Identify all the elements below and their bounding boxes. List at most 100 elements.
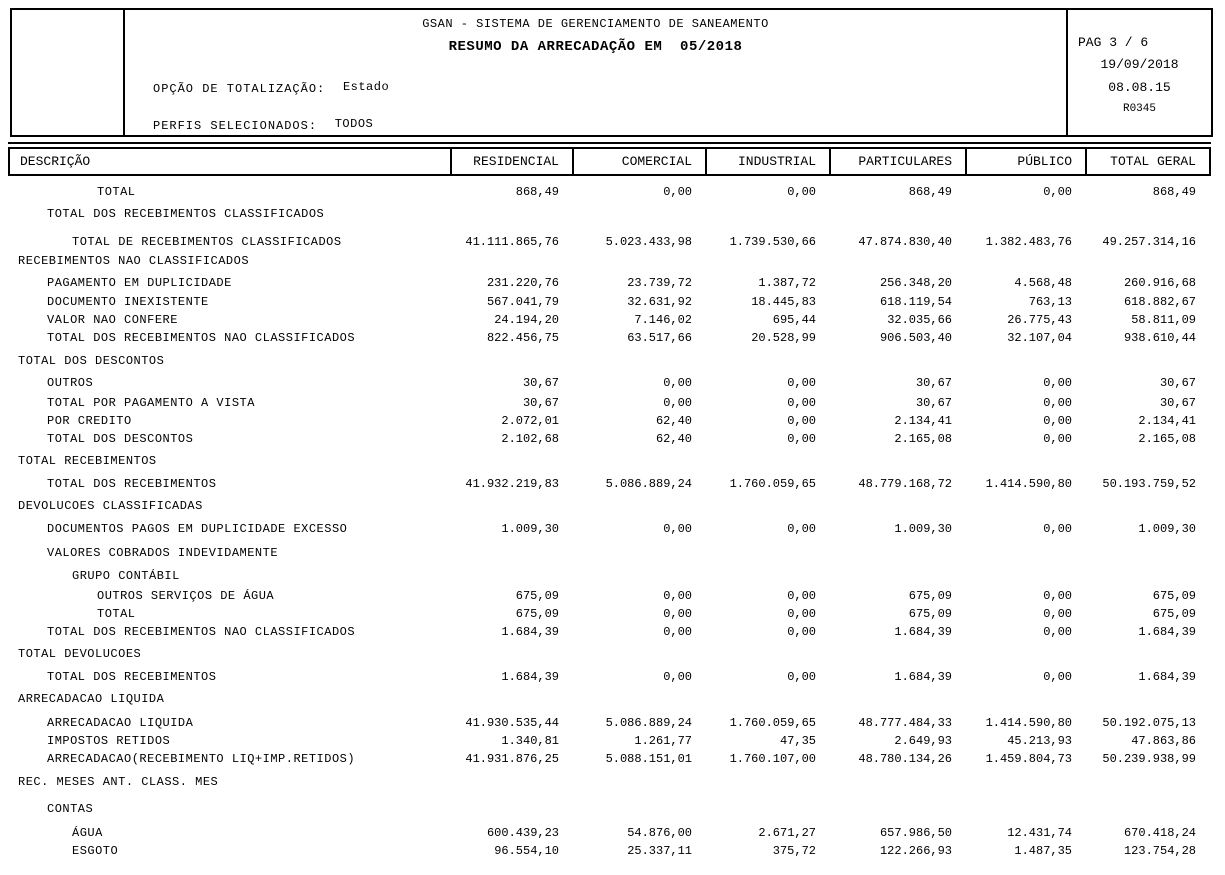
- row-value: 0,00: [1043, 522, 1072, 536]
- row-label: TOTAL DOS RECEBIMENTOS NAO CLASSIFICADOS: [47, 625, 356, 639]
- table-row: VALOR NAO CONFERE 24.194,20 7.146,02 695…: [10, 311, 1209, 329]
- row-value: [572, 645, 705, 663]
- table-row: TOTAL 675,09 0,00 0,00 675,09 0,00 675,0…: [10, 605, 1209, 623]
- row-value: 675,09: [515, 589, 559, 603]
- row-label: TOTAL DOS RECEBIMENTOS NAO CLASSIFICADOS: [47, 331, 356, 345]
- row-value: 62,40: [655, 414, 692, 428]
- row-value: [572, 544, 705, 562]
- row-value: 1.487,35: [1014, 844, 1072, 858]
- column-header-publico: PÚBLICO: [965, 149, 1085, 174]
- row-value: 5.086.889,24: [605, 716, 692, 730]
- row-value: [829, 567, 965, 585]
- header-title-area: GSAN - SISTEMA DE GERENCIAMENTO DE SANEA…: [125, 10, 1066, 135]
- row-value: 7.146,02: [634, 313, 692, 327]
- row-value: [965, 567, 1085, 585]
- row-value: 1.414.590,80: [985, 716, 1072, 730]
- row-value: [450, 452, 572, 470]
- row-value: [450, 773, 572, 791]
- row-value: [1085, 452, 1209, 470]
- table-row: ARRECADACAO LIQUIDA: [10, 690, 1209, 708]
- row-value: 1.684,39: [501, 625, 559, 639]
- profiles-label: PERFIS SELECIONADOS:: [153, 119, 318, 133]
- row-value: [965, 452, 1085, 470]
- row-value: [450, 252, 572, 270]
- row-value: [829, 497, 965, 515]
- totalization-value: Estado: [342, 80, 390, 94]
- column-header-residencial: RESIDENCIAL: [450, 149, 572, 174]
- table-row: DOCUMENTOS PAGOS EM DUPLICIDADE EXCESSO …: [10, 520, 1209, 538]
- row-value: 0,00: [663, 589, 692, 603]
- table-row: VALORES COBRADOS INDEVIDAMENTE: [10, 544, 1209, 562]
- row-label: RECEBIMENTOS NAO CLASSIFICADOS: [18, 254, 250, 268]
- row-value: 0,00: [663, 625, 692, 639]
- row-value: 41.931.876,25: [465, 752, 559, 766]
- row-value: 30,67: [1159, 376, 1196, 390]
- column-header-total-geral: TOTAL GERAL: [1085, 149, 1209, 174]
- row-value: 1.760.059,65: [729, 477, 816, 491]
- row-value: [829, 352, 965, 370]
- row-value: [705, 800, 829, 818]
- row-label: TOTAL POR PAGAMENTO A VISTA: [47, 396, 255, 410]
- row-value: 5.023.433,98: [605, 235, 692, 249]
- row-value: 30,67: [915, 396, 952, 410]
- row-value: [705, 252, 829, 270]
- table-row: ÁGUA 600.439,23 54.876,00 2.671,27 657.9…: [10, 824, 1209, 842]
- report-table: DESCRIÇÃO RESIDENCIAL COMERCIAL INDUSTRI…: [8, 147, 1211, 860]
- row-label: ESGOTO: [72, 844, 119, 858]
- row-value: [572, 690, 705, 708]
- row-value: [965, 352, 1085, 370]
- row-value: [829, 452, 965, 470]
- row-value: 868,49: [515, 185, 559, 199]
- row-value: 0,00: [787, 396, 816, 410]
- row-label: TOTAL DOS DESCONTOS: [18, 354, 165, 368]
- row-value: [1085, 800, 1209, 818]
- row-value: 1.009,30: [1138, 522, 1196, 536]
- row-label: TOTAL DOS RECEBIMENTOS CLASSIFICADOS: [47, 207, 325, 221]
- report-table-body: TOTAL 868,49 0,00 0,00 868,49 0,00 868,4…: [8, 176, 1211, 860]
- table-row: ARRECADACAO(RECEBIMENTO LIQ+IMP.RETIDOS)…: [10, 750, 1209, 768]
- row-value: 25.337,11: [627, 844, 692, 858]
- table-row: RECEBIMENTOS NAO CLASSIFICADOS: [10, 252, 1209, 270]
- totalization-label: OPÇÃO DE TOTALIZAÇÃO:: [153, 82, 326, 96]
- table-row: CONTAS: [10, 800, 1209, 818]
- row-value: 24.194,20: [494, 313, 559, 327]
- row-value: [572, 800, 705, 818]
- row-label: TOTAL RECEBIMENTOS: [18, 454, 157, 468]
- table-row: TOTAL DOS RECEBIMENTOS NAO CLASSIFICADOS…: [10, 329, 1209, 347]
- table-row: TOTAL POR PAGAMENTO A VISTA 30,67 0,00 0…: [10, 394, 1209, 412]
- row-value: 48.780.134,26: [858, 752, 952, 766]
- row-value: 47.863,86: [1131, 734, 1196, 748]
- row-value: 0,00: [787, 185, 816, 199]
- row-value: 0,00: [1043, 625, 1072, 639]
- row-value: [829, 800, 965, 818]
- row-value: 1.684,39: [894, 625, 952, 639]
- row-value: 1.459.804,73: [985, 752, 1072, 766]
- table-row: OUTROS SERVIÇOS DE ÁGUA 675,09 0,00 0,00…: [10, 587, 1209, 605]
- row-value: [1085, 690, 1209, 708]
- row-value: 0,00: [663, 607, 692, 621]
- row-value: 0,00: [787, 625, 816, 639]
- row-value: 50.193.759,52: [1102, 477, 1196, 491]
- table-row: TOTAL DOS RECEBIMENTOS CLASSIFICADOS: [10, 205, 1209, 223]
- row-value: [965, 690, 1085, 708]
- row-value: [829, 252, 965, 270]
- row-value: [829, 773, 965, 791]
- row-value: 50.192.075,13: [1102, 716, 1196, 730]
- report-header: GSAN - SISTEMA DE GERENCIAMENTO DE SANEA…: [10, 8, 1213, 137]
- row-value: 0,00: [1043, 414, 1072, 428]
- row-value: 567.041,79: [486, 295, 559, 309]
- row-value: 122.266,93: [879, 844, 952, 858]
- row-value: 2.165,08: [1138, 432, 1196, 446]
- row-value: 41.111.865,76: [465, 235, 559, 249]
- row-value: 123.754,28: [1123, 844, 1196, 858]
- page-number: PAG 3 / 6: [1078, 35, 1149, 50]
- table-row: DOCUMENTO INEXISTENTE 567.041,79 32.631,…: [10, 293, 1209, 311]
- row-label: OUTROS: [47, 376, 94, 390]
- row-value: 675,09: [908, 607, 952, 621]
- row-value: 675,09: [1152, 589, 1196, 603]
- row-value: 45.213,93: [1007, 734, 1072, 748]
- row-value: 5.086.889,24: [605, 477, 692, 491]
- report-time: 08.08.15: [1108, 80, 1171, 95]
- row-value: 20.528,99: [751, 331, 816, 345]
